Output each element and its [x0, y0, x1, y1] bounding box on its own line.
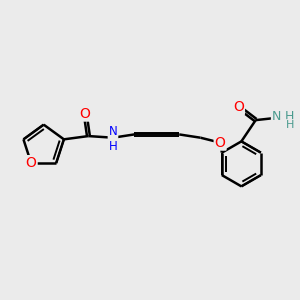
Text: H: H — [285, 110, 294, 123]
Text: O: O — [26, 156, 37, 170]
Text: O: O — [80, 106, 91, 121]
Text: N: N — [272, 110, 281, 123]
Text: H: H — [286, 120, 294, 130]
Text: N
H: N H — [109, 124, 117, 152]
Text: O: O — [215, 136, 226, 150]
Text: O: O — [233, 100, 244, 114]
